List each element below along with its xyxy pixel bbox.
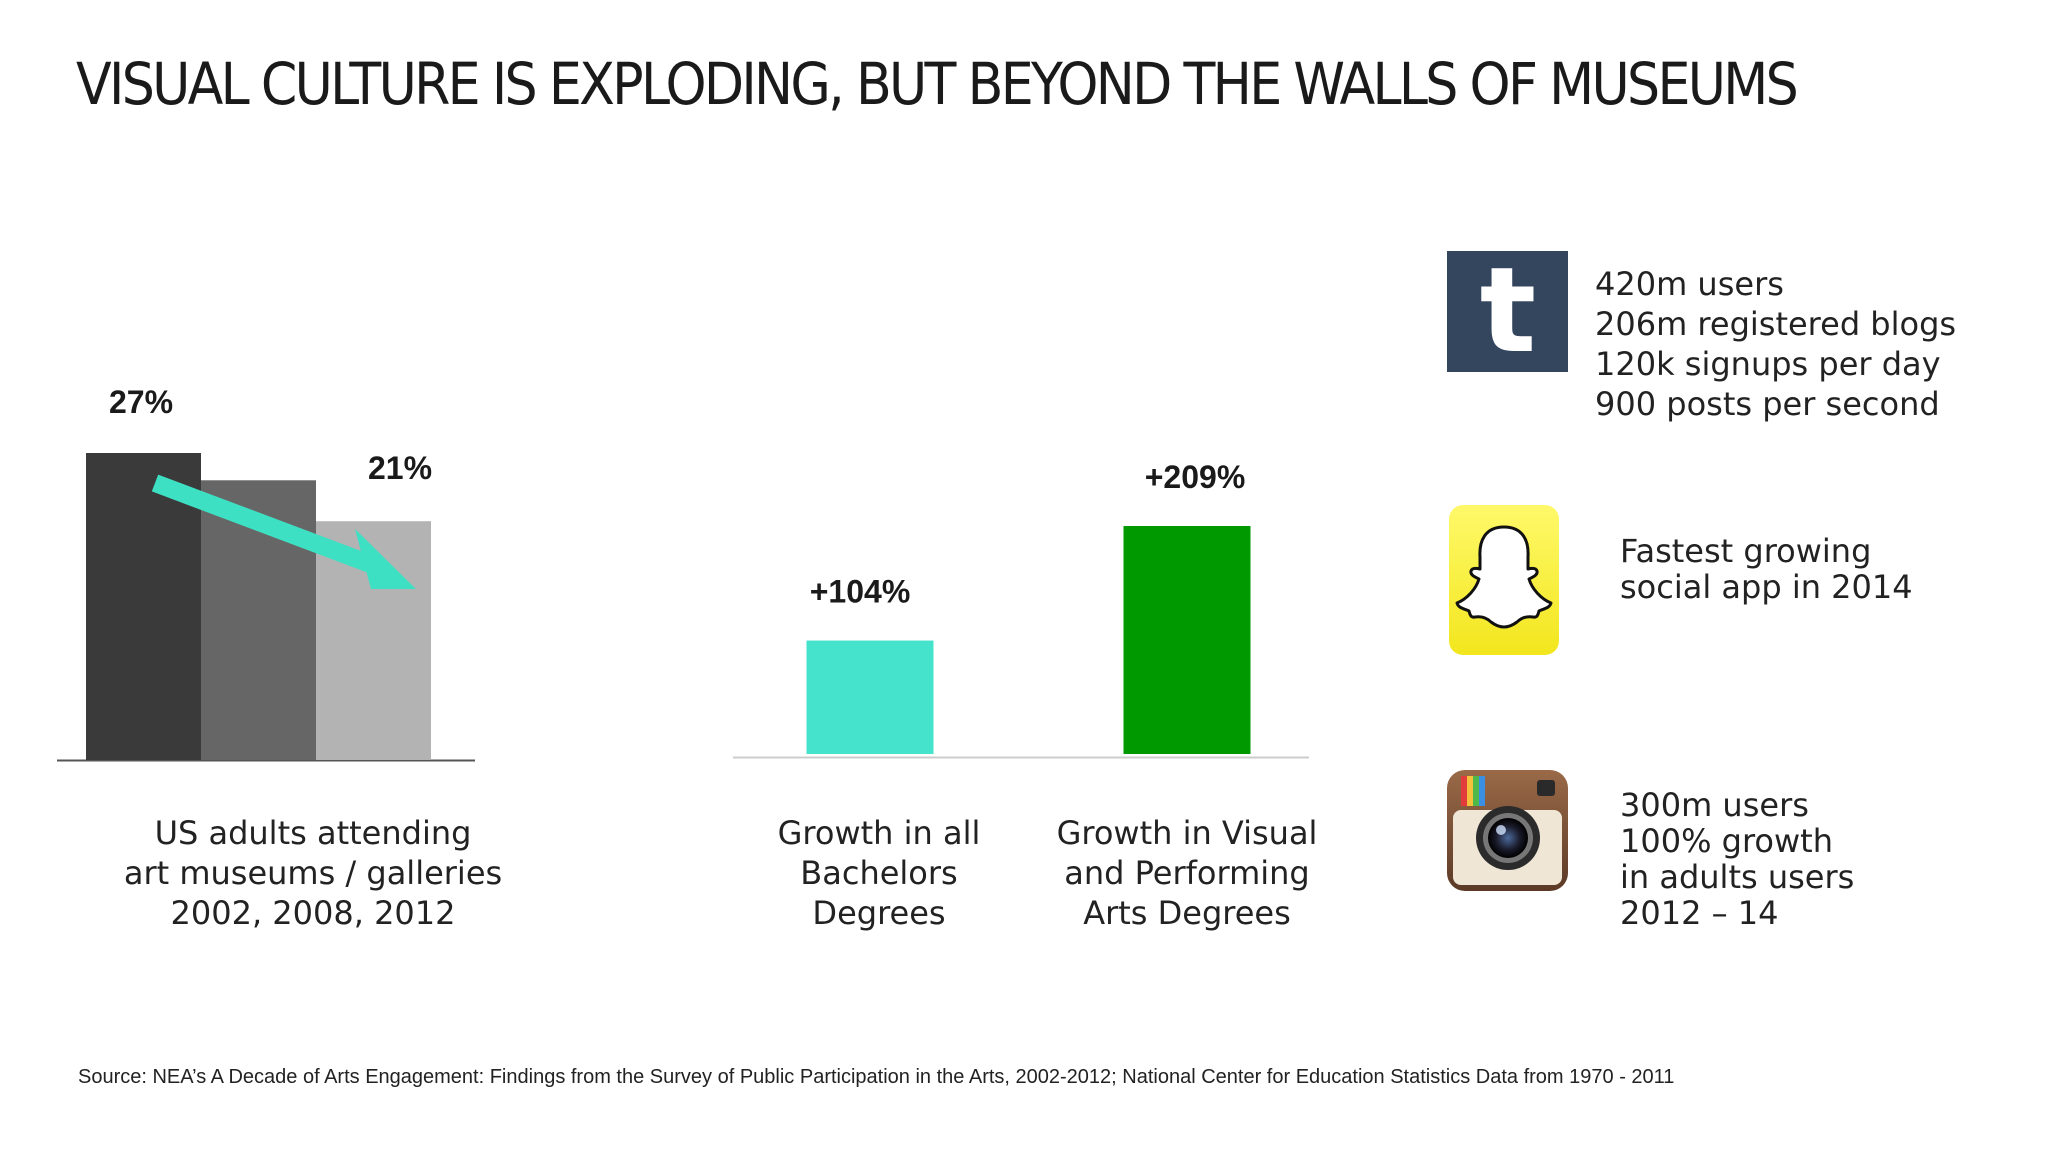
arts-caption-line-2: and Performing: [1064, 854, 1310, 892]
museum-data-label-2002: 27%: [109, 384, 173, 420]
degrees-data-label-2: +209%: [1145, 459, 1246, 495]
museum-caption-line-2: art museums / galleries: [123, 854, 503, 892]
instagram-icon: [1447, 770, 1568, 891]
museum-caption-line-3: 2002, 2008, 2012: [170, 894, 456, 932]
bachelors-caption-line-1: Growth in all: [777, 814, 981, 852]
museum-chart-caption: US adults attending art museums / galler…: [113, 813, 513, 933]
arts-caption-line-3: Arts Degrees: [1083, 894, 1291, 932]
tumblr-stat-4: 900 posts per second: [1595, 385, 1940, 423]
museum-data-label-2012: 21%: [368, 450, 432, 486]
arts-caption-line-1: Growth in Visual: [1056, 814, 1318, 852]
bachelors-caption: Growth in all Bachelors Degrees: [739, 813, 1019, 933]
degrees-bar-1: [806, 640, 934, 754]
museum-bar-2002: [86, 453, 201, 760]
source-note: Source: NEA’s A Decade of Arts Engagemen…: [78, 1066, 1675, 1088]
snapchat-stats: Fastest growing social app in 2014: [1620, 533, 1913, 605]
tumblr-stat-1: 420m users: [1595, 265, 1784, 303]
degrees-data-label-1: +104%: [810, 574, 911, 610]
trend-arrow-head: [355, 529, 416, 589]
page-title: VISUAL CULTURE IS EXPLODING, BUT BEYOND …: [76, 50, 1799, 118]
instagram-stat-4: 2012 – 14: [1620, 894, 1779, 932]
tumblr-icon: t: [1447, 241, 1568, 379]
museum-caption-line-1: US adults attending: [154, 814, 472, 852]
instagram-stats: 300m users 100% growth in adults users 2…: [1620, 787, 1854, 931]
arts-degrees-caption: Growth in Visual and Performing Arts Deg…: [1037, 813, 1337, 933]
trend-arrow-shaft: [151, 474, 382, 576]
instagram-stat-3: in adults users: [1620, 858, 1855, 896]
instagram-stat-1: 300m users: [1620, 786, 1809, 824]
tumblr-stat-3: 120k signups per day: [1595, 345, 1941, 383]
svg-text:t: t: [1480, 251, 1536, 372]
bachelors-caption-line-2: Bachelors: [800, 854, 958, 892]
snapchat-stat-2: social app in 2014: [1620, 568, 1913, 606]
tumblr-stats: 420m users 206m registered blogs 120k si…: [1595, 264, 1956, 424]
instagram-stat-2: 100% growth: [1620, 822, 1833, 860]
snapchat-icon: [1449, 505, 1559, 655]
bachelors-caption-line-3: Degrees: [812, 894, 946, 932]
tumblr-stat-2: 206m registered blogs: [1595, 305, 1957, 343]
degrees-bar-2: [1123, 526, 1251, 754]
snapchat-stat-1: Fastest growing: [1620, 532, 1872, 570]
